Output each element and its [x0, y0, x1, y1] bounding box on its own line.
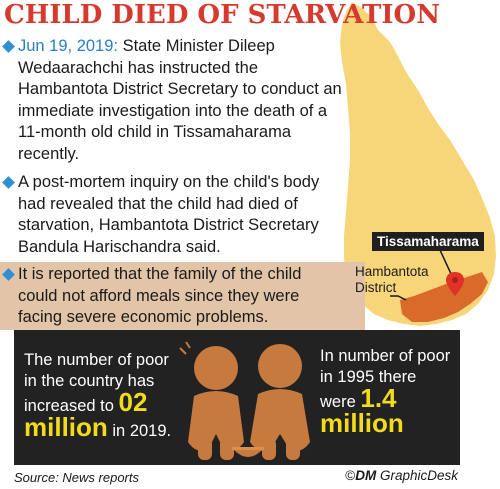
copyright-icon: ©: [345, 468, 356, 483]
stat-2019: The number of poor in the country has in…: [24, 350, 184, 442]
stat-2019-value: 02 million: [24, 387, 148, 442]
stat-1995: In number of poor in 1995 there were 1.4…: [320, 346, 455, 438]
credit-graphicdesk: ©DM GraphicDesk: [345, 468, 458, 483]
page-title: CHILD DIED OF STARVATION: [4, 0, 440, 30]
stat-2019-text: The number of poor in the country has in…: [24, 351, 169, 415]
paragraph-2: A post-mortem inquiry on the child's bod…: [2, 172, 348, 258]
location-marker-icon: [446, 272, 464, 296]
empty-bowl-icon: [232, 447, 264, 457]
news-date: Jun 19, 2019:: [18, 37, 118, 55]
hambantota-district: [400, 272, 488, 322]
child-figure-left: [188, 346, 244, 460]
sad-lines-icon: [179, 341, 191, 355]
seated-children-figures: [179, 341, 310, 460]
tissamaharama-label: Tissamaharama: [372, 232, 484, 251]
hambantota-pointer-line: [390, 295, 407, 301]
stat-1995-text: In number of poor in 1995 there were: [320, 347, 451, 411]
source-note: Source: News reports: [14, 470, 139, 485]
child-figure-right: [250, 344, 310, 460]
hambantota-label-line2: District: [355, 280, 397, 295]
hambantota-label-line1: Hambantota: [355, 264, 429, 279]
paragraph-2-text: A post-mortem inquiry on the child's bod…: [18, 173, 320, 256]
paragraph-3-text: It is reported that the family of the ch…: [18, 265, 302, 326]
stats-panel: The number of poor in the country has in…: [14, 330, 460, 465]
credit-brand: DM: [355, 468, 377, 483]
stat-2019-year: 2019.: [129, 422, 172, 440]
paragraph-1-text: State Minister Dileep Wedaarachchi has i…: [18, 37, 342, 163]
paragraph-3-band: [0, 262, 365, 330]
hambantota-district-label: Hambantota District: [355, 264, 429, 296]
stat-2019-in: in: [107, 422, 126, 440]
stat-1995-value: 1.4 million: [320, 383, 404, 438]
paragraph-3: It is reported that the family of the ch…: [2, 264, 318, 329]
paragraph-1: Jun 19, 2019: State Minister Dileep Weda…: [2, 36, 348, 165]
credit-desk: GraphicDesk: [376, 468, 458, 483]
